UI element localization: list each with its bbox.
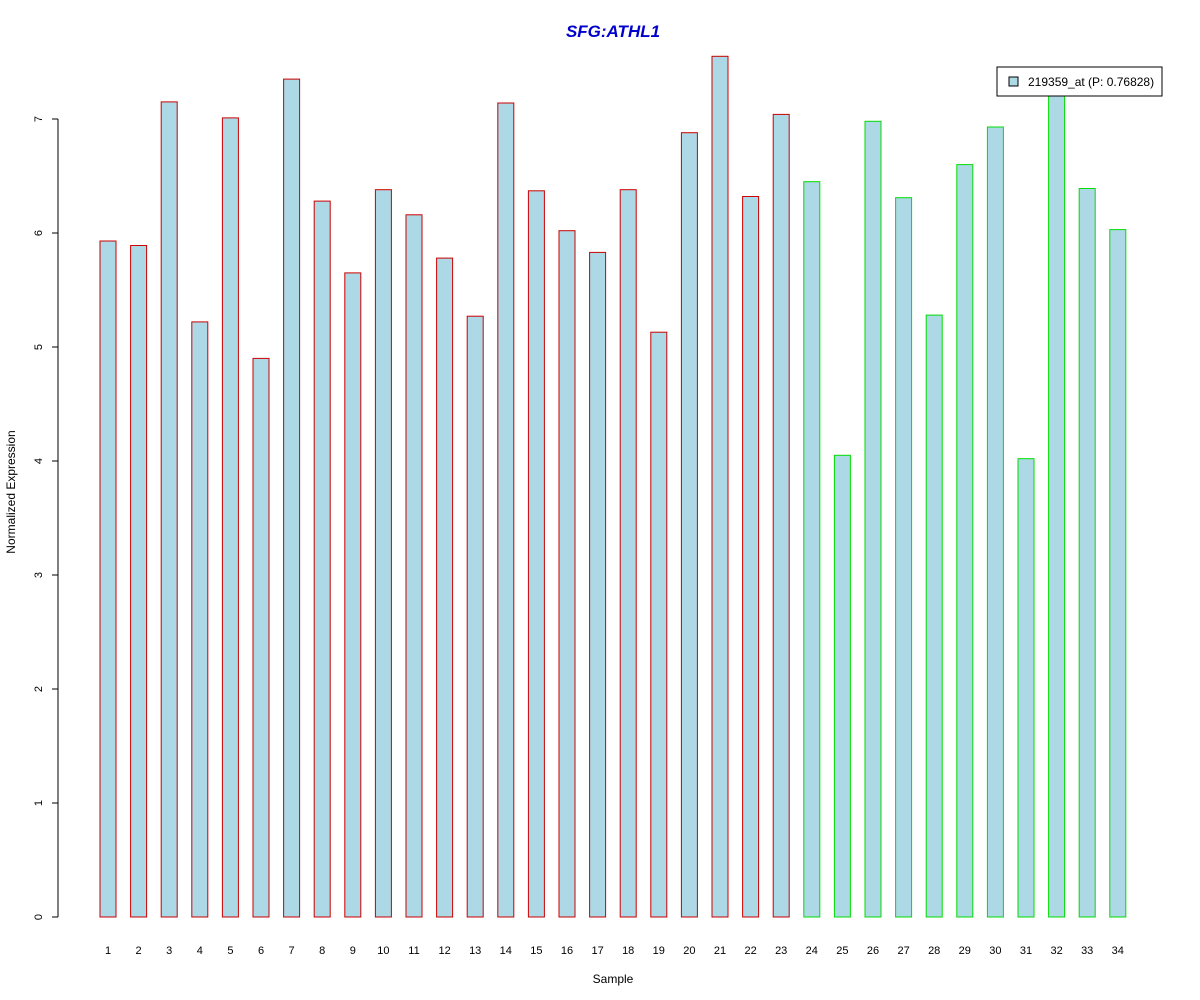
x-tick-label: 8 <box>319 945 325 957</box>
x-tick-label: 5 <box>227 945 233 957</box>
bar-sample-26 <box>864 120 882 918</box>
y-axis: 0 1 2 3 4 5 6 7 <box>33 116 59 920</box>
x-tick-label: 24 <box>806 945 818 957</box>
x-tick-label: 20 <box>683 945 695 957</box>
bar-sample-7 <box>283 78 301 918</box>
legend-box <box>996 66 1163 97</box>
bar-sample-18 <box>619 189 637 918</box>
legend: 219359_at (P: 0.76828) <box>996 66 1163 97</box>
x-tick-label: 7 <box>289 945 295 957</box>
x-tick-label: 27 <box>897 945 909 957</box>
bar-sample-17 <box>589 251 607 918</box>
bar-sample-30 <box>986 126 1004 918</box>
x-tick-label: 21 <box>714 945 726 957</box>
legend-swatch <box>1008 76 1019 87</box>
x-tick-label: 3 <box>166 945 172 957</box>
x-axis-label: Sample <box>593 972 634 986</box>
bars-group <box>99 55 1127 918</box>
bar-sample-25 <box>833 454 851 918</box>
bar-sample-28 <box>925 314 943 918</box>
y-tick-label: 0 <box>33 914 45 920</box>
x-tick-label: 2 <box>136 945 142 957</box>
bar-sample-8 <box>313 200 331 918</box>
bar-sample-4 <box>191 321 209 918</box>
bar-sample-3 <box>160 101 178 918</box>
y-tick-label: 1 <box>33 800 45 806</box>
legend-label: 219359_at (P: 0.76828) <box>1028 75 1154 89</box>
x-tick-label: 23 <box>775 945 787 957</box>
x-tick-label: 9 <box>350 945 356 957</box>
x-tick-label: 10 <box>377 945 389 957</box>
y-tick-label: 5 <box>33 344 45 350</box>
x-tick-label: 19 <box>653 945 665 957</box>
x-tick-label: 11 <box>408 945 419 957</box>
x-tick-label: 30 <box>989 945 1001 957</box>
x-tick-label: 31 <box>1020 945 1032 957</box>
x-tick-label: 28 <box>928 945 940 957</box>
bar-sample-34 <box>1109 229 1127 918</box>
bar-sample-9 <box>344 272 362 918</box>
bar-sample-21 <box>711 55 729 918</box>
x-tick-label: 32 <box>1050 945 1062 957</box>
bar-sample-14 <box>497 102 515 918</box>
bar-sample-19 <box>650 331 668 918</box>
bar-sample-13 <box>466 315 484 918</box>
x-tick-label: 33 <box>1081 945 1093 957</box>
x-tick-label: 1 <box>105 945 111 957</box>
y-tick-label: 2 <box>33 686 45 692</box>
bar-sample-6 <box>252 357 270 918</box>
x-tick-label: 13 <box>469 945 481 957</box>
bar-sample-29 <box>956 164 974 918</box>
x-tick-label: 4 <box>197 945 203 957</box>
bar-sample-1 <box>99 240 117 918</box>
x-tick-label: 26 <box>867 945 879 957</box>
bar-sample-22 <box>742 196 760 918</box>
chart-title: SFG:ATHL1 <box>566 22 660 41</box>
bar-sample-2 <box>130 245 148 918</box>
bar-sample-32 <box>1048 84 1066 918</box>
bar-sample-16 <box>558 230 576 918</box>
x-tick-label: 34 <box>1112 945 1124 957</box>
x-tick-label: 16 <box>561 945 573 957</box>
y-axis-label: Normalized Expression <box>4 430 18 553</box>
bar-sample-31 <box>1017 458 1035 918</box>
bar-sample-12 <box>436 257 454 918</box>
x-tick-label: 14 <box>500 945 512 957</box>
x-tick-label: 6 <box>258 945 264 957</box>
bar-sample-23 <box>772 113 790 918</box>
x-tick-labels: 1 2 3 4 5 6 7 8 9 10 11 12 13 14 15 16 17 18 19 20 21 22 23 24 2… <box>105 945 1124 957</box>
bar-sample-27 <box>895 197 913 918</box>
y-tick-label: 6 <box>33 230 45 236</box>
x-tick-label: 25 <box>836 945 848 957</box>
bar-sample-15 <box>527 190 545 918</box>
bar-sample-10 <box>374 189 392 918</box>
bar-sample-5 <box>221 117 239 918</box>
x-tick-label: 22 <box>744 945 756 957</box>
x-tick-label: 17 <box>591 945 603 957</box>
bar-sample-24 <box>803 181 821 918</box>
bar-sample-33 <box>1078 188 1096 918</box>
y-tick-label: 3 <box>33 572 45 578</box>
x-tick-label: 29 <box>959 945 971 957</box>
x-tick-label: 15 <box>530 945 542 957</box>
bar-sample-11 <box>405 214 423 918</box>
x-tick-label: 12 <box>438 945 450 957</box>
bar-sample-20 <box>680 132 698 918</box>
y-tick-label: 4 <box>33 458 45 464</box>
x-tick-label: 18 <box>622 945 634 957</box>
y-tick-label: 7 <box>33 116 45 122</box>
